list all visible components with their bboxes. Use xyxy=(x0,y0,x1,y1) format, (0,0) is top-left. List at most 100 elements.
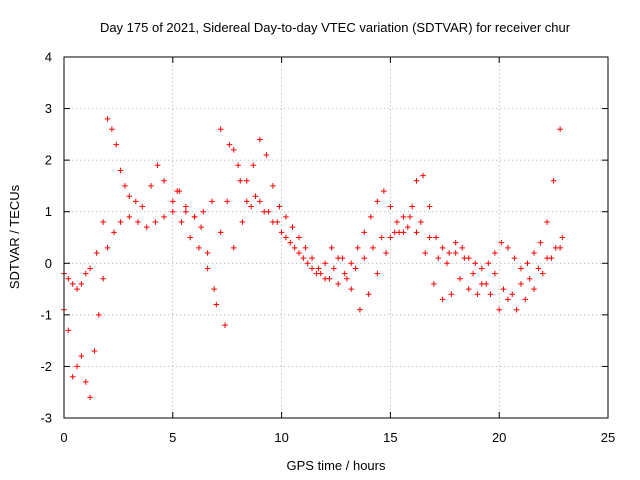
x-tick-label: 15 xyxy=(383,430,397,445)
grid-layer xyxy=(64,57,608,418)
data-point xyxy=(557,245,563,251)
data-point xyxy=(270,219,276,225)
data-point xyxy=(300,255,307,261)
data-point xyxy=(391,229,398,236)
y-tick-label: -3 xyxy=(40,411,52,426)
data-point xyxy=(559,234,566,241)
data-point xyxy=(418,219,424,225)
y-axis-label: SDTVAR / TECUs xyxy=(7,184,22,289)
x-tick-label: 5 xyxy=(169,430,176,445)
data-point xyxy=(370,245,376,251)
data-point xyxy=(328,245,335,251)
data-point xyxy=(82,379,89,385)
data-point xyxy=(478,281,485,287)
data-point xyxy=(204,265,211,272)
data-point xyxy=(474,291,481,298)
data-point xyxy=(322,275,328,282)
data-point xyxy=(374,270,381,277)
data-point xyxy=(531,250,537,256)
y-tick-label: 4 xyxy=(45,50,52,65)
data-point xyxy=(91,348,98,354)
x-tick-label: 20 xyxy=(492,430,506,445)
y-tick-label: 2 xyxy=(45,153,52,168)
data-point xyxy=(100,219,106,225)
data-point xyxy=(217,126,224,132)
data-point xyxy=(335,281,341,287)
data-point xyxy=(452,239,459,246)
data-point xyxy=(400,214,407,220)
data-point xyxy=(422,250,429,256)
data-point xyxy=(257,198,263,205)
data-point xyxy=(287,239,294,246)
data-point xyxy=(394,219,400,225)
data-point xyxy=(200,208,207,215)
data-point xyxy=(69,373,76,380)
data-point xyxy=(354,245,361,251)
data-point xyxy=(381,188,387,194)
data-point xyxy=(531,286,537,292)
data-point xyxy=(104,245,111,251)
data-point xyxy=(250,162,257,169)
y-tick-label: -2 xyxy=(40,359,52,374)
data-point xyxy=(539,270,546,277)
data-point xyxy=(365,291,372,298)
data-point xyxy=(433,234,439,241)
data-point xyxy=(87,394,93,401)
data-point xyxy=(492,270,498,277)
data-point xyxy=(224,198,230,205)
data-point xyxy=(435,255,442,261)
data-point xyxy=(226,141,233,148)
data-point xyxy=(65,275,72,282)
data-point xyxy=(322,260,328,267)
data-point xyxy=(161,177,167,184)
data-point xyxy=(135,219,141,225)
data-point xyxy=(283,234,289,241)
data-point xyxy=(405,224,411,230)
data-point xyxy=(426,203,433,210)
data-point xyxy=(170,198,176,205)
data-point xyxy=(74,363,80,370)
data-point xyxy=(448,291,455,298)
data-point xyxy=(304,260,311,267)
data-point xyxy=(426,234,433,241)
data-point xyxy=(524,260,531,267)
data-point xyxy=(348,286,355,292)
data-point xyxy=(344,275,350,282)
data-point xyxy=(117,167,124,174)
plot-frame xyxy=(63,56,609,419)
data-point xyxy=(492,250,498,256)
data-point xyxy=(270,183,276,189)
y-tick-label: 0 xyxy=(45,256,52,271)
series-track-a xyxy=(61,116,563,292)
x-tick-label: 0 xyxy=(60,430,67,445)
data-points xyxy=(61,116,566,401)
data-point xyxy=(465,286,472,292)
data-point xyxy=(296,234,302,241)
data-point xyxy=(143,224,150,230)
data-point xyxy=(509,291,516,298)
data-point xyxy=(452,250,459,256)
data-point xyxy=(257,136,263,143)
data-point xyxy=(74,286,80,292)
data-point xyxy=(117,219,124,225)
data-point xyxy=(69,281,76,287)
data-point xyxy=(126,193,133,200)
data-point xyxy=(522,296,529,303)
series-track-c xyxy=(174,126,563,313)
data-point xyxy=(518,265,524,272)
data-point xyxy=(361,255,368,261)
data-point xyxy=(361,229,368,236)
data-point xyxy=(217,229,224,236)
data-point xyxy=(505,296,511,303)
data-point xyxy=(357,306,363,313)
y-tick-label: -1 xyxy=(40,307,52,322)
data-point xyxy=(309,265,315,272)
data-point xyxy=(78,281,85,287)
data-point xyxy=(544,219,550,225)
data-point xyxy=(339,255,346,261)
data-point xyxy=(461,255,468,261)
data-point xyxy=(248,203,254,210)
data-point xyxy=(252,193,259,200)
data-point xyxy=(93,250,100,256)
